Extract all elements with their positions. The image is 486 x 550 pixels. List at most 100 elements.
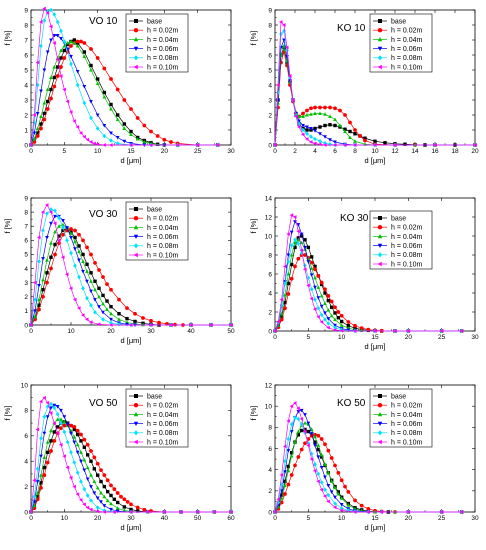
data-point <box>102 66 107 71</box>
y-tick-label: 2 <box>24 112 28 119</box>
data-point <box>42 395 46 400</box>
data-point <box>45 415 50 419</box>
data-point <box>109 304 113 309</box>
data-point <box>49 87 53 92</box>
y-tick-label: 8 <box>268 425 272 432</box>
data-point <box>99 500 103 504</box>
data-point <box>316 274 321 278</box>
data-point <box>102 494 107 499</box>
data-point <box>48 411 53 415</box>
data-point <box>162 510 166 514</box>
data-point <box>333 501 337 506</box>
data-point <box>102 473 107 478</box>
data-point <box>302 267 307 272</box>
data-point <box>61 225 65 230</box>
legend-label: h = 0.04m <box>391 412 422 419</box>
data-point <box>75 492 80 497</box>
data-point <box>65 439 70 445</box>
y-tick-label: 4 <box>24 266 28 273</box>
data-point <box>73 239 77 244</box>
y-tick-label: 3 <box>24 97 28 104</box>
data-point <box>52 221 57 226</box>
data-point <box>149 129 153 134</box>
legend-label: base <box>391 215 406 222</box>
data-point <box>44 203 49 207</box>
data-point <box>48 210 53 214</box>
x-tick-label: 30 <box>471 334 479 341</box>
data-point <box>333 117 337 122</box>
data-point <box>75 428 80 433</box>
data-point <box>89 473 93 477</box>
data-point <box>326 499 330 504</box>
data-point <box>85 465 90 470</box>
data-point <box>358 134 362 138</box>
series-2 <box>273 50 477 147</box>
data-point <box>85 262 89 267</box>
series-2 <box>273 432 464 514</box>
data-point <box>115 491 120 495</box>
y-tick-label: 1 <box>24 127 28 134</box>
legend-label: h = 0.06m <box>147 46 178 53</box>
y-tick-label: 6 <box>24 52 28 59</box>
data-point <box>40 210 45 214</box>
data-point <box>35 60 40 65</box>
x-tick-label: 30 <box>471 515 479 522</box>
data-point <box>62 87 66 92</box>
legend-label: h = 0.10m <box>147 439 178 446</box>
data-point <box>105 307 109 312</box>
legend-marker <box>377 421 383 426</box>
data-point <box>85 442 90 447</box>
data-point <box>373 139 377 143</box>
data-point <box>304 137 309 141</box>
y-axis-label: f [%] <box>3 405 12 420</box>
data-point <box>61 232 65 237</box>
data-point <box>313 129 317 133</box>
data-point <box>52 41 56 45</box>
data-point <box>323 442 327 447</box>
data-point <box>57 234 61 238</box>
data-point <box>303 245 307 250</box>
data-point <box>125 316 129 321</box>
data-point <box>228 323 233 327</box>
data-point <box>289 451 294 455</box>
data-point <box>336 491 341 496</box>
y-tick-label: 0 <box>268 509 272 516</box>
chart-panel-1: 0 5 10 15 20 25 30 0 1 2 3 4 5 6 7 8 9 d [μm] f [%] VO 10 ba… <box>3 6 235 165</box>
data-point <box>55 33 60 38</box>
x-tick-label: 30 <box>127 515 135 522</box>
data-point <box>283 492 287 496</box>
data-point <box>49 75 53 80</box>
data-point <box>339 328 344 333</box>
data-point <box>326 321 331 326</box>
x-tick-label: 0 <box>29 148 33 155</box>
data-point <box>359 326 364 331</box>
data-point <box>326 492 331 498</box>
data-point <box>93 261 97 265</box>
data-point <box>353 132 357 136</box>
data-point <box>282 444 287 449</box>
data-point <box>289 252 294 257</box>
data-point <box>42 18 47 23</box>
data-point <box>35 131 40 135</box>
data-point <box>392 329 397 333</box>
data-point <box>128 510 133 514</box>
data-point <box>122 126 127 131</box>
data-point <box>48 24 53 29</box>
data-point <box>35 466 40 472</box>
data-point <box>293 415 297 421</box>
data-point <box>459 510 464 514</box>
data-point <box>278 20 283 24</box>
data-point <box>306 245 311 250</box>
data-point <box>69 431 73 436</box>
data-point <box>122 508 127 513</box>
data-point <box>366 506 371 511</box>
legend-box <box>369 210 433 270</box>
data-point <box>342 143 347 147</box>
data-point <box>301 127 305 133</box>
data-point <box>75 82 80 88</box>
data-point <box>306 283 310 288</box>
data-point <box>288 78 292 83</box>
data-point <box>346 503 351 507</box>
data-point <box>73 228 77 233</box>
